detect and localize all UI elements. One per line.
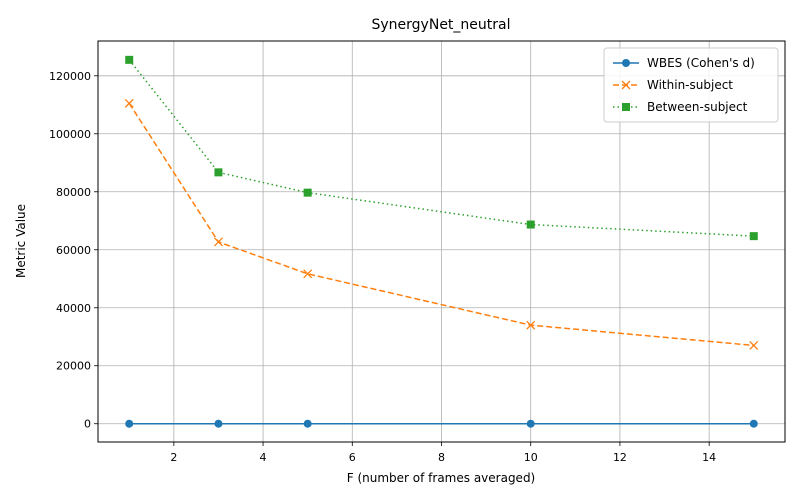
y-tick-label: 60000 — [56, 244, 91, 257]
legend-label: Between-subject — [647, 100, 748, 114]
legend-marker — [622, 59, 630, 67]
y-tick-label: 80000 — [56, 186, 91, 199]
x-tick-label: 14 — [702, 451, 716, 464]
data-point — [303, 419, 312, 428]
y-tick-label: 40000 — [56, 302, 91, 315]
y-tick-label: 20000 — [56, 360, 91, 373]
data-point — [124, 98, 134, 108]
legend-label: Within-subject — [647, 78, 733, 92]
data-point — [749, 419, 758, 428]
data-point — [125, 55, 134, 64]
series-line — [128, 102, 754, 347]
x-tick-label: 4 — [260, 451, 267, 464]
series-0 — [125, 419, 758, 428]
x-axis: 2 4 6 8 10 12 14 — [170, 442, 716, 464]
legend-marker — [621, 80, 631, 90]
data-point — [214, 168, 223, 177]
x-tick-label: 12 — [613, 451, 627, 464]
legend-item: Between-subject — [613, 100, 748, 114]
series-1 — [124, 98, 759, 350]
data-point — [214, 419, 223, 428]
x-tick-label: 10 — [524, 451, 538, 464]
plot-area — [124, 55, 759, 428]
y-axis-label: Metric Value — [14, 204, 28, 278]
y-tick-label: 120000 — [49, 70, 91, 83]
x-axis-label: F (number of frames averaged) — [347, 471, 536, 485]
y-axis: 0 20000 40000 60000 80000 100000 120000 — [49, 70, 98, 431]
data-point — [303, 188, 312, 197]
data-point — [526, 220, 535, 229]
data-point — [526, 419, 535, 428]
legend-item: Within-subject — [613, 78, 733, 92]
x-tick-label: 6 — [349, 451, 356, 464]
x-tick-label: 2 — [170, 451, 177, 464]
data-point — [526, 320, 536, 330]
data-point — [749, 232, 758, 241]
y-tick-label: 0 — [84, 418, 91, 431]
data-point — [749, 340, 759, 350]
data-point — [303, 269, 313, 279]
legend-item: WBES (Cohen's d) — [613, 56, 755, 70]
x-tick-label: 8 — [438, 451, 445, 464]
legend-label: WBES (Cohen's d) — [647, 56, 755, 70]
legend: WBES (Cohen's d) Within-subject Between-su… — [603, 47, 779, 123]
y-tick-label: 100000 — [49, 128, 91, 141]
series-2 — [125, 55, 758, 241]
legend-box — [603, 47, 779, 123]
data-point — [213, 237, 223, 247]
chart-title: SynergyNet_neutral — [372, 17, 511, 33]
data-point — [125, 419, 134, 428]
legend-marker — [622, 103, 630, 111]
